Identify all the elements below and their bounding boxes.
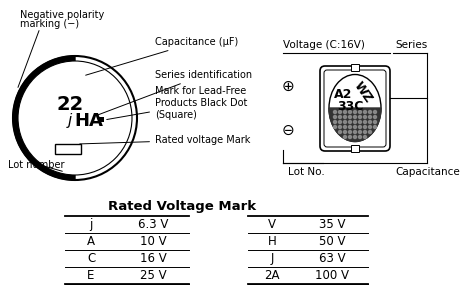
Bar — [99, 117, 104, 122]
Text: 33C: 33C — [337, 100, 363, 112]
Circle shape — [374, 115, 376, 118]
Circle shape — [364, 120, 366, 123]
Text: 10 V: 10 V — [140, 235, 166, 248]
Text: marking (−): marking (−) — [20, 19, 79, 29]
Text: A2: A2 — [334, 88, 352, 100]
Text: 16 V: 16 V — [139, 252, 166, 265]
Circle shape — [374, 120, 376, 123]
Circle shape — [354, 120, 357, 123]
Circle shape — [354, 126, 357, 129]
Circle shape — [343, 126, 347, 129]
Text: 22: 22 — [57, 94, 84, 114]
Text: ⊖: ⊖ — [282, 123, 294, 138]
Circle shape — [354, 135, 357, 138]
Text: J: J — [270, 252, 274, 265]
Circle shape — [349, 126, 351, 129]
Circle shape — [339, 115, 341, 118]
Circle shape — [349, 135, 351, 138]
Text: Lot number: Lot number — [8, 160, 65, 170]
Circle shape — [358, 126, 362, 129]
Text: Series identification: Series identification — [97, 70, 252, 115]
Circle shape — [18, 61, 132, 175]
Text: Capacitance (μF): Capacitance (μF) — [86, 37, 238, 75]
Circle shape — [339, 126, 341, 129]
Circle shape — [343, 130, 347, 133]
Text: j: j — [89, 218, 93, 231]
Circle shape — [358, 115, 362, 118]
Circle shape — [374, 126, 376, 129]
Circle shape — [368, 111, 372, 114]
FancyBboxPatch shape — [324, 70, 386, 147]
Text: Series: Series — [395, 40, 427, 50]
Text: A: A — [87, 235, 95, 248]
Circle shape — [358, 120, 362, 123]
Polygon shape — [13, 56, 75, 180]
Text: C: C — [87, 252, 95, 265]
Text: 2A: 2A — [264, 269, 280, 282]
Text: 63 V: 63 V — [319, 252, 345, 265]
Bar — [351, 64, 359, 71]
Circle shape — [343, 115, 347, 118]
Circle shape — [349, 130, 351, 133]
Circle shape — [349, 111, 351, 114]
Text: Voltage (C:16V): Voltage (C:16V) — [283, 40, 365, 50]
Text: 35 V: 35 V — [319, 218, 345, 231]
Circle shape — [364, 111, 366, 114]
Text: Lot No.: Lot No. — [288, 167, 325, 177]
Circle shape — [343, 120, 347, 123]
Text: Negative polarity: Negative polarity — [20, 10, 104, 20]
Text: Mark for Lead-Free
Products Black Dot
(Square): Mark for Lead-Free Products Black Dot (S… — [107, 86, 247, 120]
Circle shape — [333, 111, 336, 114]
Text: 6.3 V: 6.3 V — [138, 218, 168, 231]
Circle shape — [349, 115, 351, 118]
Text: j: j — [68, 114, 72, 129]
Circle shape — [349, 120, 351, 123]
Circle shape — [374, 111, 376, 114]
Circle shape — [358, 135, 362, 138]
Circle shape — [333, 115, 336, 118]
Circle shape — [354, 115, 357, 118]
Circle shape — [333, 126, 336, 129]
Circle shape — [368, 126, 372, 129]
Circle shape — [364, 130, 366, 133]
Circle shape — [339, 130, 341, 133]
Polygon shape — [329, 108, 381, 141]
Text: Rated voltage Mark: Rated voltage Mark — [80, 135, 251, 145]
Text: 100 V: 100 V — [315, 269, 349, 282]
Circle shape — [364, 135, 366, 138]
Text: HA: HA — [74, 112, 104, 130]
Circle shape — [343, 111, 347, 114]
Text: H: H — [268, 235, 276, 248]
Text: V: V — [268, 218, 276, 231]
Circle shape — [339, 111, 341, 114]
Text: ⊕: ⊕ — [282, 79, 294, 94]
Circle shape — [333, 120, 336, 123]
Circle shape — [364, 126, 366, 129]
Circle shape — [354, 130, 357, 133]
Circle shape — [368, 120, 372, 123]
FancyBboxPatch shape — [320, 66, 390, 151]
Text: Capacitance: Capacitance — [395, 167, 460, 177]
Bar — [55, 144, 81, 154]
Circle shape — [364, 115, 366, 118]
Circle shape — [339, 120, 341, 123]
Circle shape — [343, 135, 347, 138]
Text: Rated Voltage Mark: Rated Voltage Mark — [108, 200, 256, 213]
Ellipse shape — [329, 74, 381, 141]
Circle shape — [368, 115, 372, 118]
Circle shape — [358, 111, 362, 114]
Circle shape — [354, 111, 357, 114]
Text: 50 V: 50 V — [319, 235, 345, 248]
Text: WZ: WZ — [351, 79, 375, 105]
Circle shape — [358, 130, 362, 133]
Text: E: E — [87, 269, 95, 282]
Circle shape — [368, 130, 372, 133]
Bar — [351, 145, 359, 152]
Text: 25 V: 25 V — [140, 269, 166, 282]
